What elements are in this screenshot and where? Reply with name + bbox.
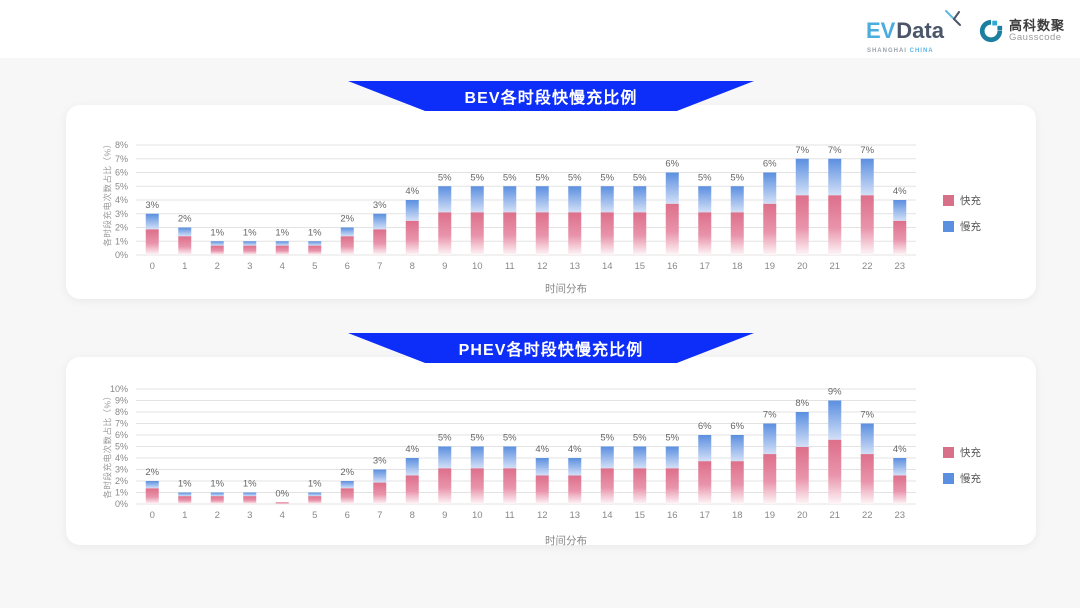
svg-text:7: 7 <box>377 261 382 272</box>
svg-text:0: 0 <box>150 510 155 521</box>
svg-text:8%: 8% <box>795 398 809 409</box>
svg-text:15: 15 <box>634 261 645 272</box>
svg-text:2%: 2% <box>340 214 354 225</box>
svg-text:5%: 5% <box>438 433 452 444</box>
svg-text:5%: 5% <box>470 172 484 183</box>
svg-text:11: 11 <box>505 261 515 272</box>
svg-text:18: 18 <box>732 510 743 521</box>
svg-text:1%: 1% <box>210 227 224 238</box>
svg-text:8: 8 <box>410 510 415 521</box>
svg-text:5%: 5% <box>633 433 647 444</box>
svg-text:7%: 7% <box>860 145 874 156</box>
svg-text:1%: 1% <box>210 479 224 490</box>
svg-text:2%: 2% <box>145 467 159 478</box>
svg-text:5: 5 <box>312 261 317 272</box>
svg-text:6: 6 <box>345 261 350 272</box>
svg-text:17: 17 <box>699 510 710 521</box>
svg-text:2%: 2% <box>340 467 354 478</box>
svg-text:10: 10 <box>472 510 483 521</box>
svg-text:1%: 1% <box>243 227 257 238</box>
svg-text:23: 23 <box>894 510 905 521</box>
svg-text:4%: 4% <box>535 444 549 455</box>
svg-text:7%: 7% <box>860 410 874 421</box>
svg-text:4: 4 <box>280 510 285 521</box>
svg-text:22: 22 <box>862 510 873 521</box>
svg-text:1%: 1% <box>308 479 322 490</box>
svg-text:1%: 1% <box>308 227 322 238</box>
svg-text:4: 4 <box>280 261 285 272</box>
svg-text:3%: 3% <box>373 200 387 211</box>
svg-text:5%: 5% <box>503 172 517 183</box>
svg-text:9%: 9% <box>828 387 842 398</box>
svg-text:5%: 5% <box>633 172 647 183</box>
svg-text:5%: 5% <box>503 433 517 444</box>
svg-text:5: 5 <box>312 510 317 521</box>
svg-text:2: 2 <box>215 510 220 521</box>
svg-text:1%: 1% <box>178 479 192 490</box>
svg-text:5%: 5% <box>600 172 614 183</box>
svg-text:14: 14 <box>602 510 613 521</box>
svg-text:16: 16 <box>667 261 678 272</box>
svg-text:3: 3 <box>247 261 252 272</box>
svg-text:3%: 3% <box>145 200 159 211</box>
svg-text:7%: 7% <box>763 410 777 421</box>
svg-text:7: 7 <box>377 510 382 521</box>
svg-text:19: 19 <box>764 510 775 521</box>
svg-text:4%: 4% <box>405 444 419 455</box>
svg-text:6%: 6% <box>698 421 712 432</box>
svg-text:4%: 4% <box>405 186 419 197</box>
svg-text:5%: 5% <box>568 172 582 183</box>
svg-text:5%: 5% <box>665 433 679 444</box>
svg-text:14: 14 <box>602 261 613 272</box>
svg-text:5%: 5% <box>438 172 452 183</box>
svg-text:9: 9 <box>442 261 447 272</box>
svg-text:9: 9 <box>442 510 447 521</box>
svg-text:2%: 2% <box>178 214 192 225</box>
svg-text:19: 19 <box>764 261 775 272</box>
svg-text:10: 10 <box>472 261 483 272</box>
svg-text:2: 2 <box>215 261 220 272</box>
svg-text:4%: 4% <box>893 186 907 197</box>
svg-text:12: 12 <box>537 261 548 272</box>
svg-text:17: 17 <box>699 261 710 272</box>
svg-text:8: 8 <box>410 261 415 272</box>
svg-text:6%: 6% <box>665 159 679 170</box>
svg-text:7%: 7% <box>828 145 842 156</box>
svg-text:20: 20 <box>797 510 808 521</box>
svg-text:3: 3 <box>247 510 252 521</box>
svg-text:4%: 4% <box>893 444 907 455</box>
svg-text:21: 21 <box>829 261 840 272</box>
svg-text:4%: 4% <box>568 444 582 455</box>
svg-text:1%: 1% <box>243 479 257 490</box>
svg-text:0%: 0% <box>275 488 289 499</box>
svg-text:5%: 5% <box>698 172 712 183</box>
svg-text:5%: 5% <box>600 433 614 444</box>
svg-text:0: 0 <box>150 261 155 272</box>
svg-text:11: 11 <box>505 510 515 521</box>
svg-text:5%: 5% <box>470 433 484 444</box>
svg-text:12: 12 <box>537 510 548 521</box>
svg-text:3%: 3% <box>373 456 387 467</box>
svg-text:21: 21 <box>829 510 840 521</box>
svg-text:23: 23 <box>894 261 905 272</box>
svg-text:5%: 5% <box>730 172 744 183</box>
svg-text:16: 16 <box>667 510 678 521</box>
svg-text:22: 22 <box>862 261 873 272</box>
svg-text:6: 6 <box>345 510 350 521</box>
svg-text:5%: 5% <box>535 172 549 183</box>
svg-text:1%: 1% <box>275 227 289 238</box>
svg-text:15: 15 <box>634 510 645 521</box>
svg-text:18: 18 <box>732 261 743 272</box>
svg-text:1: 1 <box>182 261 187 272</box>
svg-text:6%: 6% <box>730 421 744 432</box>
svg-text:7%: 7% <box>795 145 809 156</box>
svg-text:1: 1 <box>182 510 187 521</box>
svg-text:13: 13 <box>569 261 580 272</box>
svg-text:20: 20 <box>797 261 808 272</box>
svg-text:13: 13 <box>569 510 580 521</box>
svg-text:6%: 6% <box>763 159 777 170</box>
